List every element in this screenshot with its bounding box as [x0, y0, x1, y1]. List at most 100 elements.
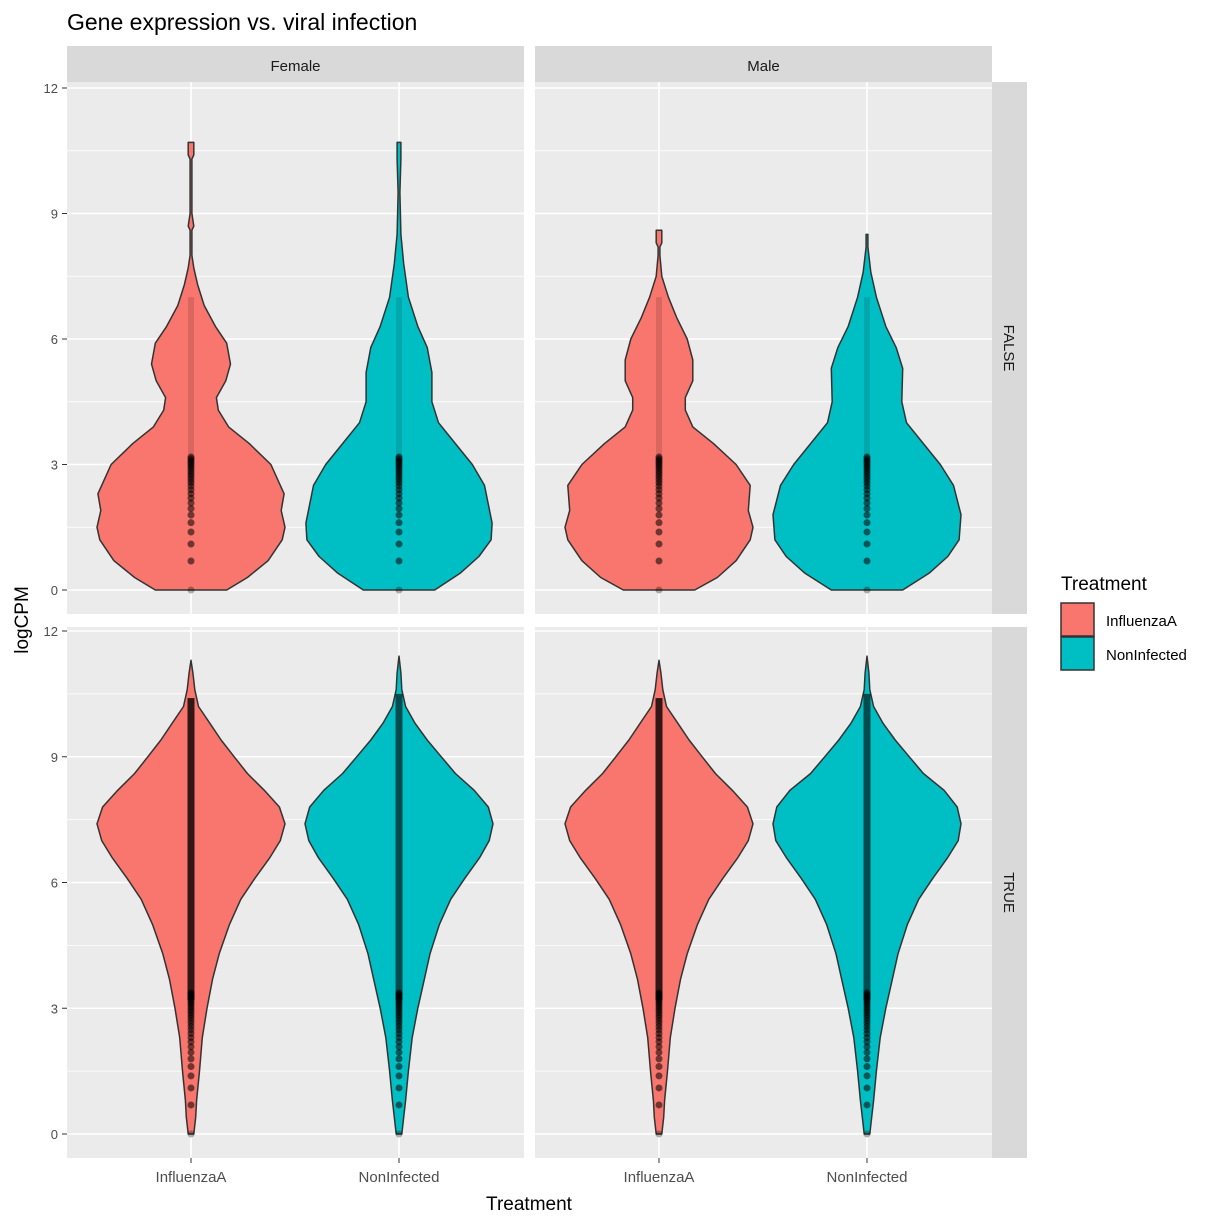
data-point — [187, 453, 195, 461]
data-point — [187, 499, 195, 507]
legend-key-influenzaa — [1060, 602, 1095, 637]
data-point — [863, 1048, 871, 1056]
data-point — [655, 989, 663, 997]
y-tick-label: 6 — [51, 332, 58, 347]
data-point — [395, 1043, 403, 1051]
legend-label-noninfected: NonInfected — [1106, 647, 1187, 664]
x-axis-title: Treatment — [486, 1194, 573, 1215]
y-tick-label: 12 — [44, 624, 58, 639]
data-point — [655, 1084, 663, 1092]
panel-female-true — [67, 627, 524, 1158]
data-point — [655, 540, 663, 548]
data-point — [863, 453, 871, 461]
data-point — [863, 540, 871, 548]
data-point — [187, 1043, 195, 1051]
data-point — [655, 511, 663, 519]
data-point — [655, 1063, 663, 1071]
panel-male-false — [535, 82, 992, 614]
strip-true — [992, 627, 1027, 1158]
data-point — [655, 1048, 663, 1056]
points-dense-column — [656, 297, 662, 486]
data-point — [395, 499, 403, 507]
data-point — [395, 989, 403, 997]
data-point — [863, 1130, 871, 1138]
data-point — [187, 1101, 195, 1109]
data-point — [395, 1084, 403, 1092]
data-point — [395, 505, 403, 513]
data-point — [187, 989, 195, 997]
data-point — [395, 540, 403, 548]
strip-false — [992, 82, 1027, 614]
data-point — [863, 1101, 871, 1109]
points-dense-column — [395, 693, 403, 1000]
strip-label-female: Female — [270, 58, 320, 75]
y-tick-label: 6 — [51, 876, 58, 891]
points-dense-column — [864, 297, 870, 486]
points-dense-column — [863, 693, 871, 1000]
data-point — [187, 1063, 195, 1071]
data-point — [187, 557, 195, 565]
data-point — [395, 1063, 403, 1071]
data-point — [655, 1130, 663, 1138]
data-point — [187, 519, 195, 527]
violin-influenzaa — [96, 141, 286, 591]
violin-noninfected — [305, 141, 493, 591]
legend-title: Treatment — [1061, 574, 1148, 595]
data-point — [395, 1048, 403, 1056]
points-dense-column — [655, 698, 663, 1000]
x-tick-label: NonInfected — [827, 1169, 908, 1186]
panel-female-false — [67, 82, 524, 614]
x-tick-label: InfluenzaA — [156, 1169, 227, 1186]
data-point — [863, 1063, 871, 1071]
legend-label-influenzaa: InfluenzaA — [1106, 613, 1177, 630]
data-point — [655, 1072, 663, 1080]
data-point — [863, 1043, 871, 1051]
y-tick-label: 0 — [51, 583, 58, 598]
data-point — [395, 453, 403, 461]
data-point — [655, 1055, 663, 1063]
data-point — [187, 1084, 195, 1092]
data-point — [863, 519, 871, 527]
points-dense-column — [187, 698, 195, 1000]
legend-key-noninfected — [1060, 636, 1095, 671]
data-point — [655, 1043, 663, 1051]
points-dense-column — [396, 297, 402, 486]
y-tick-label: 3 — [51, 1001, 58, 1016]
data-point — [395, 511, 403, 519]
points-dense-column — [188, 297, 194, 486]
chart-title: Gene expression vs. viral infection — [67, 9, 417, 35]
y-tick-label: 9 — [51, 750, 58, 765]
x-tick-label: NonInfected — [359, 1169, 440, 1186]
y-tick-label: 0 — [51, 1127, 58, 1142]
data-point — [187, 1130, 195, 1138]
violin-noninfected — [772, 233, 962, 591]
data-point — [863, 557, 871, 565]
legend: Treatment InfluenzaA NonInfected — [1060, 574, 1187, 671]
data-point — [187, 528, 195, 536]
data-point — [395, 1055, 403, 1063]
data-point — [863, 1072, 871, 1080]
data-point — [395, 1130, 403, 1138]
data-point — [187, 540, 195, 548]
data-point — [863, 528, 871, 536]
y-tick-label: 9 — [51, 207, 58, 222]
data-point — [187, 1048, 195, 1056]
data-point — [395, 519, 403, 527]
data-point — [863, 586, 871, 594]
data-point — [395, 1072, 403, 1080]
data-point — [655, 528, 663, 536]
data-point — [863, 989, 871, 997]
data-point — [655, 499, 663, 507]
data-point — [187, 1072, 195, 1080]
y-tick-label: 12 — [44, 81, 58, 96]
strip-label-false: FALSE — [1000, 325, 1017, 372]
data-point — [655, 1101, 663, 1109]
strip-label-true: TRUE — [1000, 872, 1017, 913]
y-tick-label: 3 — [51, 458, 58, 473]
violin-influenzaa — [564, 229, 754, 591]
data-point — [863, 505, 871, 513]
data-point — [395, 586, 403, 594]
panel-male-true — [535, 627, 992, 1158]
data-point — [655, 453, 663, 461]
